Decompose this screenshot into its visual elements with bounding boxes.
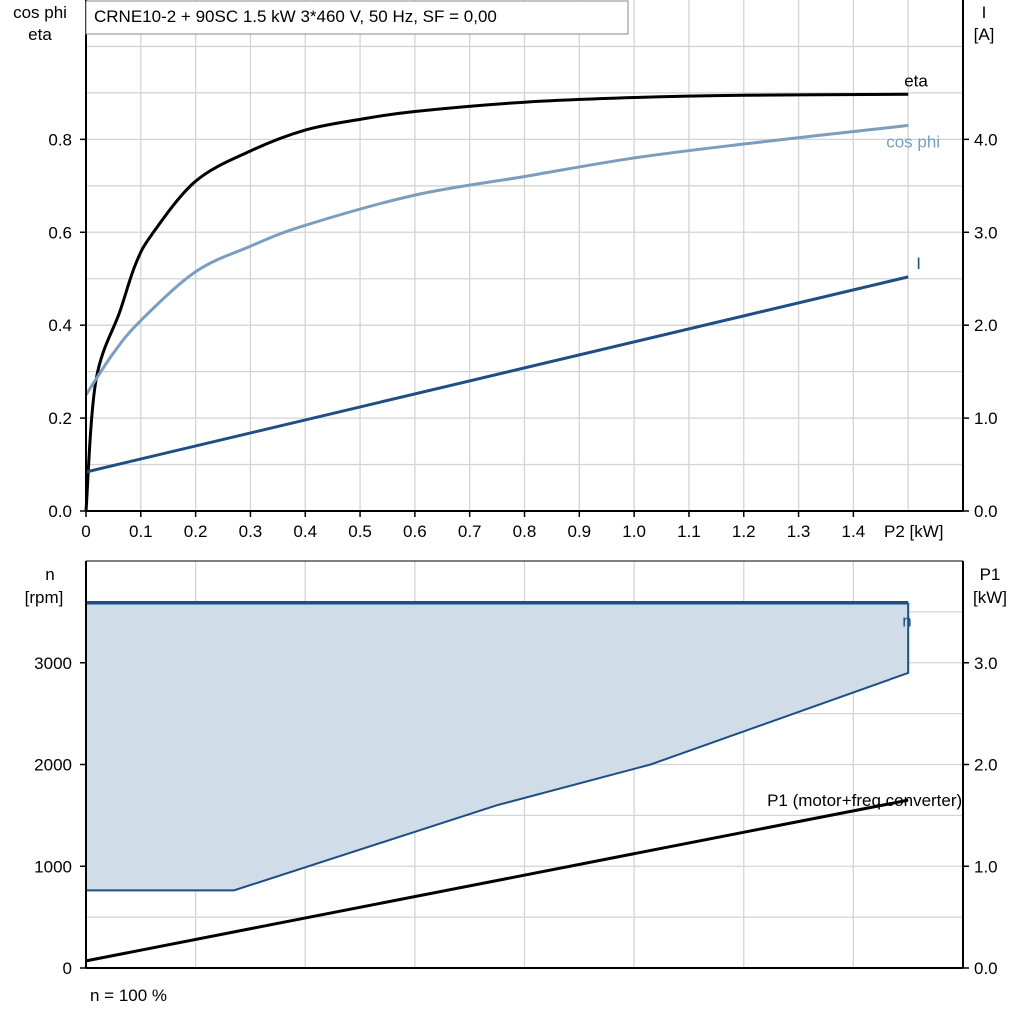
footer-speed: n = 100 % [90, 986, 167, 1005]
y-right-tick-label: 0.0 [974, 502, 998, 521]
min-speed-boundary [86, 602, 910, 892]
bottom-right-ylabel-2: [kW] [973, 588, 1007, 607]
bottom-right-ylabel-1: P1 [980, 565, 1001, 584]
chart-title: CRNE10-2 + 90SC 1.5 kW 3*460 V, 50 Hz, S… [94, 7, 497, 26]
top-right-ylabel-1: I [982, 3, 987, 22]
x-tick-label: 0.1 [129, 522, 153, 541]
title-box [85, 0, 629, 35]
y-right-tick-label: 1.0 [974, 409, 998, 428]
x-tick-label: 0.7 [458, 522, 482, 541]
series-label-I: I [916, 254, 921, 273]
y-right-tick-label: 0.0 [974, 959, 998, 978]
y-left-tick-label: 0.0 [48, 502, 72, 521]
bottom-left-ylabel-2: [rpm] [25, 588, 64, 607]
x-tick-label: 1.0 [622, 522, 646, 541]
top-right-ylabel-2: [A] [974, 25, 995, 44]
y-left-tick-label: 0 [63, 959, 72, 978]
series-label-eta: eta [904, 71, 928, 90]
x-tick-label: 1.1 [677, 522, 701, 541]
series-line-cos-phi [84, 123, 909, 396]
y-left-tick-label: 0.4 [48, 316, 72, 335]
series-label-cos-phi: cos phi [886, 132, 940, 151]
x-tick-label: 0.2 [184, 522, 208, 541]
series-line-p1 [85, 798, 909, 963]
bottom-chart: n P1 (motor+freq.converter) 0 1000 2000 3000 0… [34, 560, 998, 978]
series-line-eta [84, 92, 909, 512]
operating-range-area [86, 602, 909, 891]
top-chart: eta cos phi I 0 0.1 0.2 0.3 0.4 0.5 0.6 0.7 0.8 0.9 1… [48, 0, 998, 541]
y-left-tick-label: 0.6 [48, 223, 72, 242]
x-tick-label: 0.3 [239, 522, 263, 541]
y-left-tick-label: 3000 [34, 654, 72, 673]
y-right-tick-label: 3.0 [974, 654, 998, 673]
series-label-p1: P1 (motor+freq.converter) [767, 791, 962, 810]
y-left-tick-label: 1000 [34, 857, 72, 876]
y-right-tick-label: 4.0 [974, 130, 998, 149]
x-tick-label: 0.8 [513, 522, 537, 541]
y-right-tick-label: 2.0 [974, 316, 998, 335]
x-tick-label: 1.4 [842, 522, 866, 541]
series-label-n: n [902, 612, 911, 631]
y-right-tick-label: 2.0 [974, 756, 998, 775]
y-right-tick-label: 1.0 [974, 857, 998, 876]
top-left-ylabel-1: cos phi [13, 3, 67, 22]
x-tick-label: 0 [81, 522, 90, 541]
top-xlabel: P2 [kW] [884, 522, 944, 541]
y-left-tick-label: 2000 [34, 756, 72, 775]
y-right-tick-label: 3.0 [974, 223, 998, 242]
x-tick-label: 0.4 [293, 522, 317, 541]
top-left-ylabel-2: eta [28, 25, 52, 44]
series-line-I [85, 275, 909, 474]
bottom-left-ylabel-1: n [45, 565, 54, 584]
y-left-tick-label: 0.8 [48, 130, 72, 149]
x-tick-label: 0.5 [348, 522, 372, 541]
x-tick-label: 1.2 [732, 522, 756, 541]
x-tick-label: 0.6 [403, 522, 427, 541]
x-tick-label: 1.3 [787, 522, 811, 541]
y-left-tick-label: 0.2 [48, 409, 72, 428]
x-tick-label: 0.9 [567, 522, 591, 541]
